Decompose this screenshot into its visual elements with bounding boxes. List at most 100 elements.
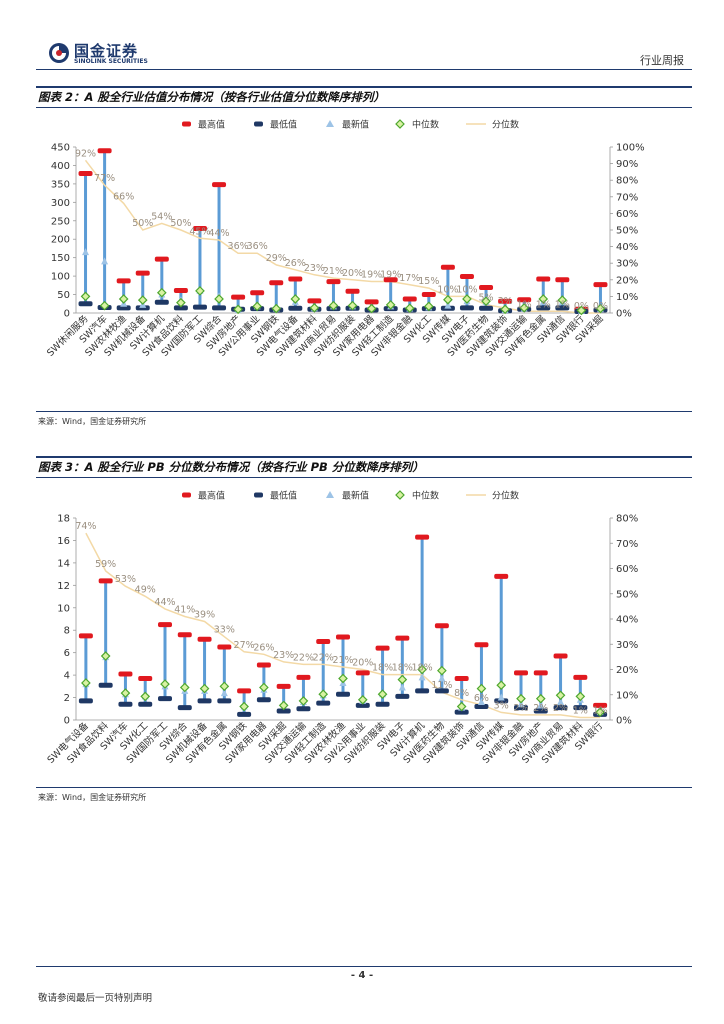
median-marker	[595, 707, 605, 717]
percentile-data-label: 33%	[214, 625, 235, 636]
median-marker	[377, 689, 388, 700]
percentile-data-label: 21%	[323, 266, 344, 277]
max-marker	[78, 633, 93, 639]
min-marker	[138, 701, 153, 707]
min-marker	[316, 700, 331, 706]
median-marker	[160, 679, 170, 689]
percentile-data-label: 92%	[75, 148, 96, 159]
min-marker	[336, 691, 350, 697]
percentile-data-label: 2%	[533, 703, 548, 714]
min-marker	[553, 705, 568, 711]
min-marker	[514, 705, 528, 711]
median-marker	[535, 693, 546, 704]
max-marker	[135, 270, 150, 276]
y2-tick-label: 50%	[616, 226, 638, 237]
footer-disclaimer: 敬请参阅最后一页特别声明	[38, 993, 153, 1004]
median-marker	[156, 287, 167, 298]
latest-marker	[82, 248, 90, 256]
max-marker	[288, 276, 303, 282]
max-marker	[498, 298, 513, 304]
figure3-chart: 最高值 最低值 最新值 中位数 分位数 0 2 4 6 8 10 12 14 16 18 0% 10% 20% 30…	[45, 490, 638, 766]
max-marker	[364, 299, 379, 305]
y-tick-label: 0	[64, 309, 70, 320]
median-marker	[100, 651, 111, 661]
max-marker	[593, 702, 608, 708]
y2-tick-label: 60%	[616, 209, 638, 220]
logo-chinese-name: 国金证券	[74, 42, 139, 60]
min-marker	[276, 708, 291, 714]
percentile-data-label: 26%	[253, 642, 274, 653]
legend-label: 最高值	[198, 119, 225, 131]
max-marker	[78, 171, 93, 177]
percentile-data-label: 1%	[517, 299, 532, 310]
max-marker	[421, 292, 436, 298]
min-marker	[118, 701, 133, 707]
y-tick-label: 250	[51, 216, 70, 227]
median-marker	[271, 303, 282, 314]
percentile-data-label: 18%	[412, 663, 433, 674]
percentile-data-label: 53%	[115, 574, 136, 585]
max-marker	[415, 534, 430, 540]
max-marker	[336, 634, 350, 640]
max-marker	[276, 683, 291, 689]
max-marker	[514, 670, 528, 676]
y-tick-label: 12	[57, 581, 70, 592]
median-marker	[462, 294, 472, 304]
legend-latest-marker	[326, 491, 334, 498]
figure3-source: 来源：Wind，国金证券研究所	[38, 793, 147, 802]
min-marker	[78, 698, 93, 704]
max-marker	[402, 296, 417, 302]
legend-median-marker	[395, 490, 405, 500]
median-marker	[118, 294, 129, 304]
max-marker	[593, 282, 608, 288]
y-tick-label: 450	[51, 143, 70, 154]
figure3-top-rule	[36, 456, 692, 458]
max-marker	[553, 653, 568, 659]
min-marker	[395, 693, 410, 699]
max-marker	[479, 285, 494, 291]
y2-tick-label: 20%	[616, 665, 638, 676]
y-tick-label: 10	[57, 603, 70, 614]
header-divider	[36, 69, 692, 70]
percentile-data-label: 54%	[151, 211, 172, 222]
legend-latest-marker	[326, 120, 334, 127]
min-marker	[355, 702, 370, 708]
latest-marker	[557, 698, 565, 706]
percentile-data-label: 59%	[95, 559, 116, 570]
y2-tick-label: 90%	[616, 159, 638, 170]
y2-tick-label: 80%	[616, 514, 638, 525]
y-tick-label: 6	[64, 648, 70, 659]
median-marker	[557, 295, 568, 305]
min-marker	[173, 305, 188, 311]
y-tick-label: 150	[51, 253, 70, 264]
y-tick-label: 2	[64, 693, 70, 704]
median-marker	[519, 302, 530, 313]
min-marker	[116, 305, 131, 311]
figure2-chart: 最高值 最低值 最新值 中位数 分位数 0 50 100 150 200 250 300 350 400 4…	[44, 119, 644, 359]
min-marker	[177, 705, 192, 711]
percentile-data-label: 2%	[553, 703, 568, 714]
median-marker	[120, 688, 131, 698]
max-marker	[192, 226, 207, 232]
median-marker	[397, 674, 408, 685]
percentile-data-label: 45%	[189, 226, 210, 237]
percentile-data-label: 49%	[135, 584, 156, 595]
median-marker	[443, 294, 453, 305]
min-marker	[573, 705, 588, 711]
percentile-data-label: 10%	[456, 284, 477, 295]
y2-tick-label: 60%	[616, 564, 638, 575]
percentile-data-label: 22%	[293, 652, 314, 663]
min-marker	[212, 305, 227, 311]
percentile-data-label: 23%	[304, 263, 325, 274]
min-marker	[237, 711, 252, 717]
percentile-data-label: 19%	[361, 269, 382, 280]
y2-tick-label: 0%	[616, 716, 632, 727]
percentile-data-label: 17%	[399, 273, 420, 284]
min-marker	[256, 697, 271, 703]
latest-marker	[220, 689, 228, 697]
percentile-data-label: 11%	[431, 680, 452, 691]
max-marker	[212, 182, 227, 188]
min-marker	[296, 706, 311, 712]
median-marker	[575, 691, 586, 702]
median-marker	[137, 295, 148, 305]
